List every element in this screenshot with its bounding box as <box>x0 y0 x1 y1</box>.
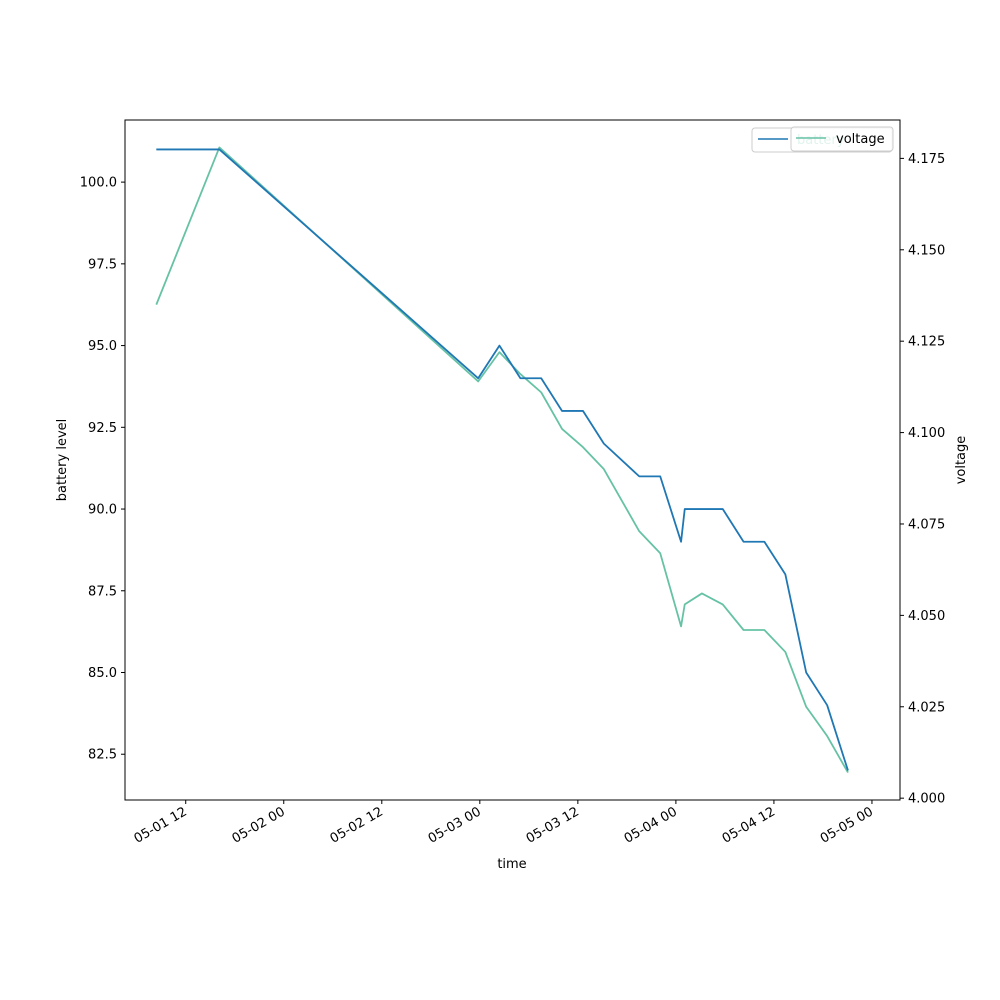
series-layer <box>155 146 849 774</box>
plot-frame <box>124 119 901 801</box>
y-right-tick-label-7: 4.175 <box>908 152 945 167</box>
y-right-tick-label-2: 4.050 <box>908 609 945 624</box>
series-line-voltage <box>155 146 849 774</box>
legend-voltage-box <box>790 126 894 152</box>
y-left-tick-label-2: 87.5 <box>88 584 117 599</box>
y-right-axis-label: voltage <box>954 436 969 485</box>
y-right-tick-label-3: 4.075 <box>908 517 945 532</box>
y-left-tick-label-1: 85.0 <box>88 666 117 681</box>
y-left-tick-label-6: 97.5 <box>88 257 117 272</box>
y-left-tick-label-5: 95.0 <box>88 339 117 354</box>
y-right-tick-label-0: 4.000 <box>908 792 945 807</box>
y-left-axis-label: battery level <box>55 419 70 502</box>
y-right-tick-label-1: 4.025 <box>908 700 945 715</box>
y-left-tick-label-7: 100.0 <box>80 176 117 191</box>
y-left-tick-label-0: 82.5 <box>88 748 117 763</box>
y-right-axis-ticks: 4.000 4.025 4.050 4.075 4.100 4.125 4.150 4.175 <box>900 152 945 807</box>
y-right-tick-label-5: 4.125 <box>908 335 945 350</box>
y-left-axis-ticks: 82.5 85.0 87.5 90.0 92.5 95.0 97.5 100.0 <box>80 176 125 763</box>
y-right-tick-label-6: 4.150 <box>908 243 945 258</box>
y-left-tick-label-4: 92.5 <box>88 421 117 436</box>
legend-voltage: voltage <box>790 126 894 152</box>
y-left-tick-label-3: 90.0 <box>88 503 117 518</box>
x-axis-label: time <box>497 857 526 872</box>
series-line-battery <box>156 148 849 771</box>
y-right-tick-label-4: 4.100 <box>908 426 945 441</box>
legend-voltage-label: voltage <box>836 132 885 147</box>
